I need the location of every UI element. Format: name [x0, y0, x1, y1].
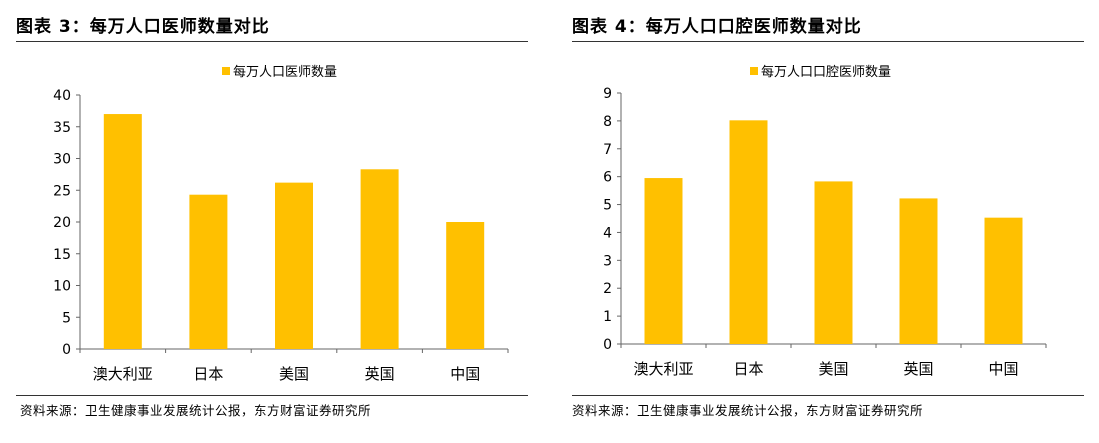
legend-swatch — [750, 67, 758, 75]
figure-panel-3: 图表 3：每万人口医师数量对比 每万人口医师数量 0 5 10 15 20 25 30 35 40… — [0, 0, 545, 443]
figure-title: 图表 4：每万人口口腔医师数量对比 — [572, 17, 862, 37]
y-tick-label: 40 — [53, 88, 71, 104]
source-note: 资料来源：卫生健康事业发展统计公报，东方财富证券研究所 — [572, 403, 924, 418]
bar — [360, 169, 399, 349]
bar — [984, 217, 1023, 344]
x-category-label: 日本 — [733, 360, 763, 378]
bar — [446, 222, 485, 349]
title-rule — [16, 41, 528, 42]
y-tick-label: 9 — [603, 86, 612, 102]
bar — [275, 182, 313, 349]
x-category-label: 英国 — [365, 365, 395, 383]
bar — [814, 181, 853, 344]
y-tick-label: 0 — [603, 337, 612, 353]
y-tick-label: 8 — [603, 114, 612, 130]
bar — [729, 120, 768, 344]
x-category-label: 澳大利亚 — [93, 365, 153, 383]
source-rule — [16, 395, 528, 396]
y-tick-label: 6 — [603, 170, 612, 186]
figure-title: 图表 3：每万人口医师数量对比 — [16, 17, 270, 37]
bar — [899, 198, 938, 344]
y-tick-label: 25 — [53, 183, 71, 199]
x-category-label: 中国 — [988, 360, 1018, 378]
y-tick-label: 30 — [53, 152, 71, 168]
y-tick-label: 15 — [53, 247, 71, 263]
y-tick-label: 0 — [62, 342, 71, 358]
y-tick-label: 2 — [603, 281, 612, 297]
y-tick-label: 4 — [603, 225, 612, 241]
legend-label: 每万人口医师数量 — [233, 64, 337, 80]
title-rule — [572, 41, 1084, 42]
x-category-label: 美国 — [279, 365, 309, 383]
y-tick-label: 3 — [603, 253, 612, 269]
y-tick-label: 1 — [603, 309, 612, 325]
legend-swatch — [222, 67, 230, 75]
figure-panel-4: 图表 4：每万人口口腔医师数量对比 每万人口口腔医师数量 0 1 2 3 4 5 6 7 8 9 澳大… — [560, 0, 1099, 443]
x-category-label: 美国 — [818, 360, 848, 378]
y-tick-label: 5 — [62, 310, 71, 326]
x-category-label: 中国 — [450, 365, 480, 383]
source-rule — [572, 395, 1084, 396]
bar — [189, 194, 228, 349]
x-category-label: 日本 — [193, 365, 223, 383]
y-tick-label: 7 — [603, 142, 612, 158]
x-category-label: 英国 — [903, 360, 933, 378]
bar — [644, 178, 683, 344]
y-tick-label: 35 — [53, 120, 71, 136]
bar-chart-physicians: 每万人口医师数量 0 5 10 15 20 25 30 35 40 澳大利亚 日本 美国 英国 中国 — [53, 64, 509, 383]
legend-label: 每万人口口腔医师数量 — [761, 64, 891, 80]
source-note: 资料来源：卫生健康事业发展统计公报，东方财富证券研究所 — [20, 403, 372, 418]
bar-chart-dentists: 每万人口口腔医师数量 0 1 2 3 4 5 6 7 8 9 澳大利亚 日本 美国 英国 中国 — [603, 64, 1047, 378]
x-category-label: 澳大利亚 — [633, 360, 693, 378]
y-tick-label: 5 — [603, 198, 612, 214]
y-tick-label: 20 — [53, 215, 71, 231]
bar — [103, 114, 142, 349]
y-tick-label: 10 — [53, 279, 71, 295]
